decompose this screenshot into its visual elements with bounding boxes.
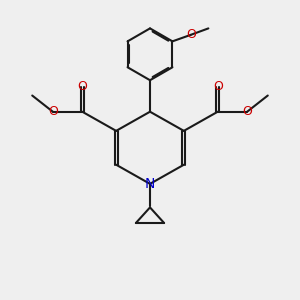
Text: O: O bbox=[77, 80, 87, 93]
Text: O: O bbox=[213, 80, 223, 93]
Text: O: O bbox=[48, 105, 58, 118]
Text: O: O bbox=[186, 28, 196, 41]
Text: O: O bbox=[242, 105, 252, 118]
Text: N: N bbox=[145, 177, 155, 191]
